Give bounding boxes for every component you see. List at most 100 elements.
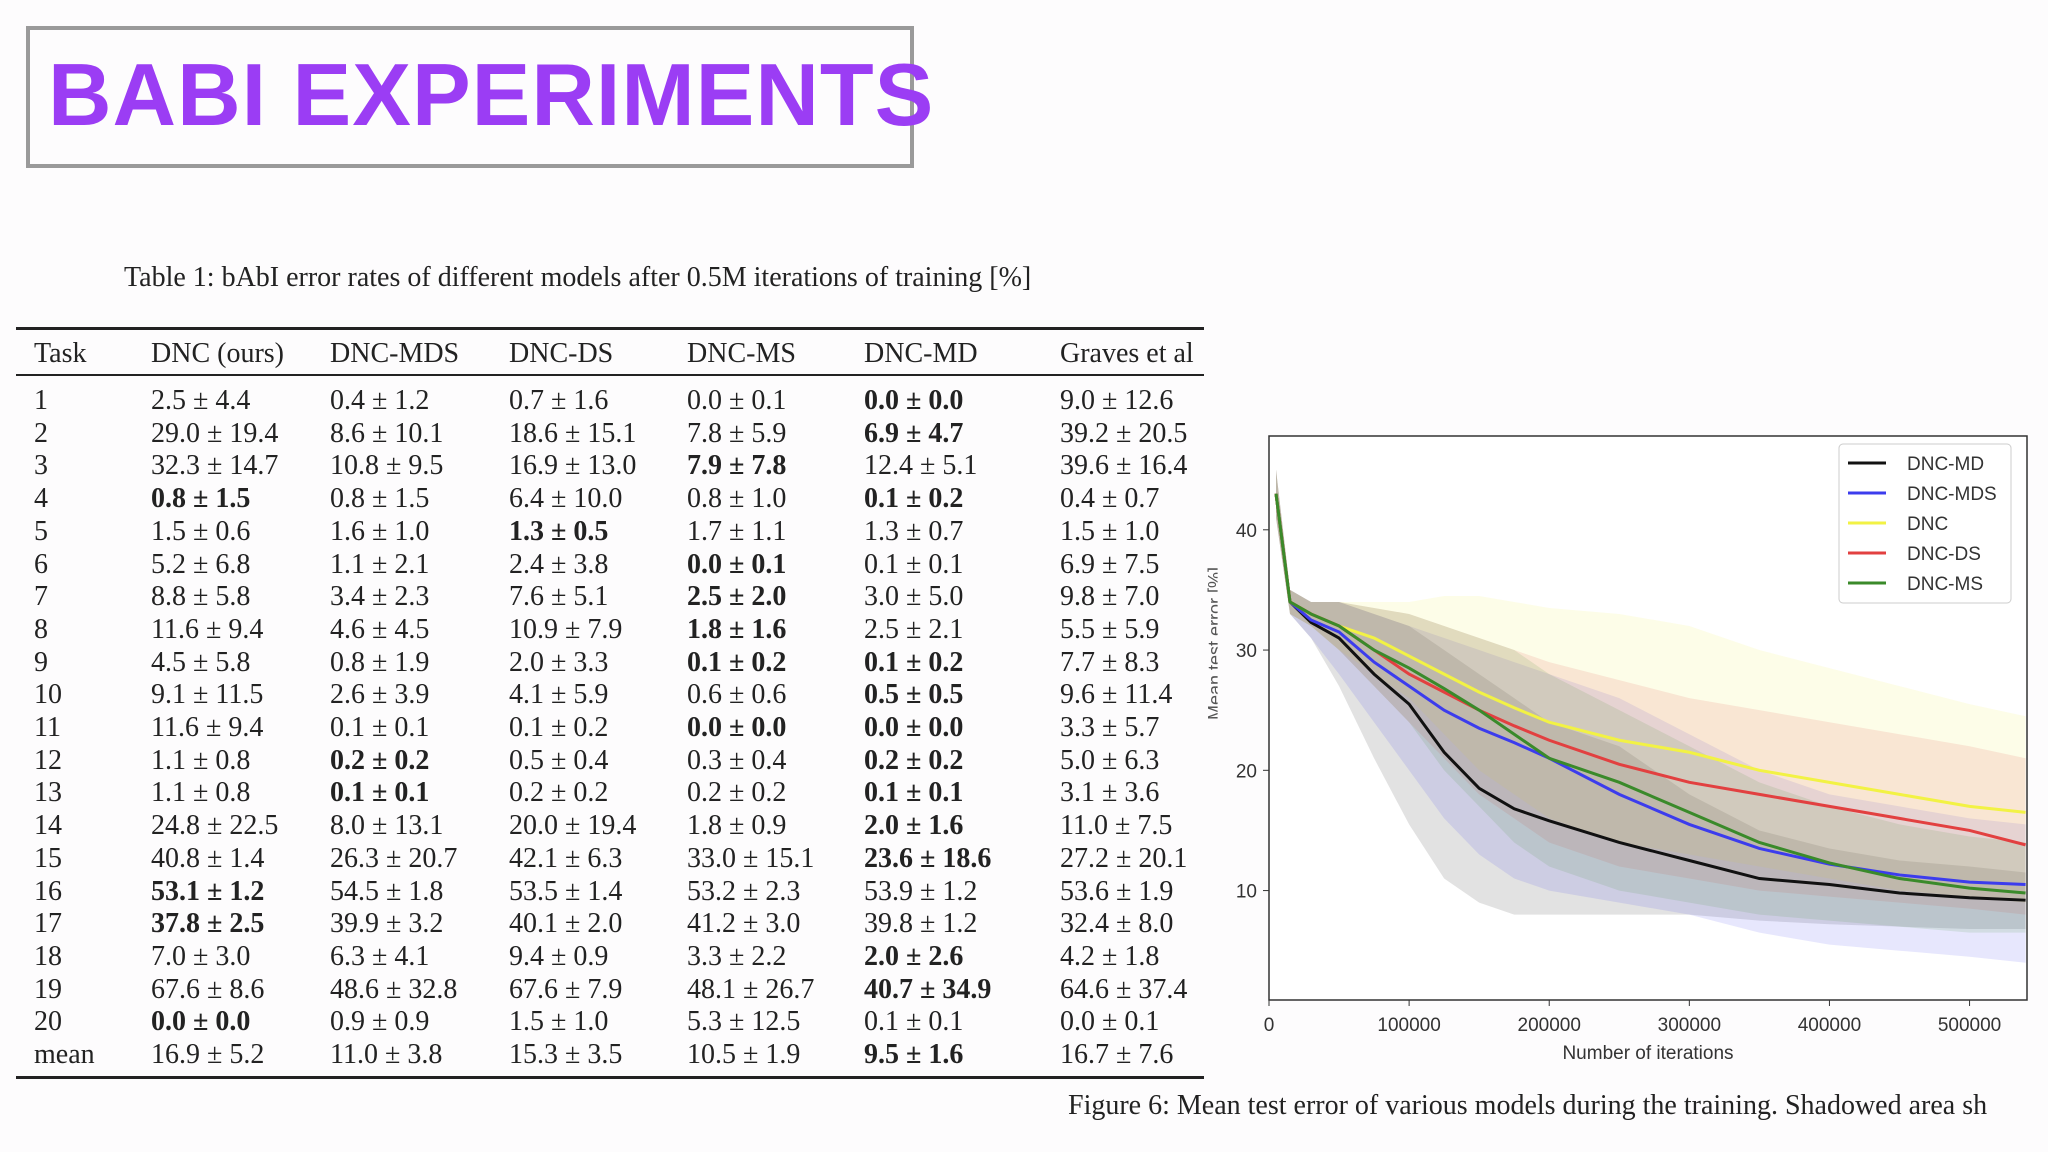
legend-label: DNC-DS — [1907, 544, 1981, 565]
x-axis-label: Number of iterations — [1562, 1043, 1733, 1064]
error-rate-cell: 53.5 ± 1.4 — [509, 875, 623, 907]
error-rate-cell: 39.2 ± 20.5 — [1060, 417, 1188, 449]
error-rate-cell: 0.4 ± 0.7 — [1060, 483, 1160, 515]
error-rate-cell: 16.9 ± 13.0 — [509, 450, 637, 482]
y-tick-label: 40 — [1236, 521, 1257, 542]
table-row: 19 67.6 ± 8.6 48.6 ± 32.8 67.6 ± 7.9 48.1 ± … — [16, 974, 1200, 1007]
x-tick-label: 100000 — [1377, 1015, 1440, 1036]
x-tick-label: 300000 — [1658, 1015, 1721, 1036]
error-rate-cell: 27.2 ± 20.1 — [1060, 842, 1188, 874]
table-row: 13 1.1 ± 0.8 0.1 ± 0.1 0.2 ± 0.2 0.2 ± 0.2 0.… — [16, 777, 1200, 810]
error-rate-cell: 40.7 ± 34.9 — [864, 973, 992, 1005]
error-rate-cell: 11.0 ± 3.8 — [330, 1039, 443, 1071]
error-rate-cell: 0.0 ± 0.1 — [687, 385, 787, 416]
error-rate-cell: 0.8 ± 1.9 — [330, 646, 430, 678]
legend — [1838, 443, 2012, 604]
error-rate-cell: 0.1 ± 0.1 — [864, 548, 964, 580]
error-rate-cell: 3.1 ± 3.6 — [1060, 777, 1160, 809]
error-rate-cell: 0.2 ± 0.2 — [687, 777, 787, 809]
table-header-rule — [16, 374, 1204, 376]
error-rate-cell: 4.1 ± 5.9 — [509, 679, 609, 711]
error-rate-cell: 1.3 ± 0.7 — [864, 515, 964, 547]
table-row: 2 29.0 ± 19.4 8.6 ± 10.1 18.6 ± 15.1 7.8 ± 5… — [16, 418, 1200, 451]
error-rate-cell: 0.2 ± 0.2 — [864, 744, 964, 776]
band-dnc-md — [1276, 469, 2026, 930]
error-rate-cell: 4.5 ± 5.8 — [151, 646, 251, 678]
table-row: 8 11.6 ± 9.4 4.6 ± 4.5 10.9 ± 7.9 1.8 ± 1.6 2… — [16, 614, 1200, 647]
error-rate-cell: 5.5 ± 5.9 — [1060, 613, 1160, 645]
task-cell: 5 — [34, 515, 48, 547]
error-rate-cell: 0.0 ± 0.1 — [687, 548, 787, 580]
error-rate-cell: 39.9 ± 3.2 — [330, 908, 444, 940]
table-row: 14 24.8 ± 22.5 8.0 ± 13.1 20.0 ± 19.4 1.8 ± … — [16, 810, 1200, 843]
error-rate-cell: 2.0 ± 3.3 — [509, 646, 609, 678]
error-rate-cell: 1.1 ± 0.8 — [151, 744, 251, 776]
error-rate-cell: 0.0 ± 0.0 — [864, 712, 964, 744]
error-rate-cell: 11.6 ± 9.4 — [151, 712, 264, 744]
task-cell: 10 — [34, 679, 62, 711]
task-cell: 6 — [34, 548, 48, 580]
x-tick-label: 200000 — [1518, 1015, 1581, 1036]
error-rate-cell: 1.1 ± 0.8 — [151, 777, 251, 809]
column-header: DNC-MDS — [330, 338, 460, 369]
task-cell: 2 — [34, 417, 48, 449]
task-cell: 19 — [34, 973, 62, 1005]
error-rate-cell: 0.5 ± 0.4 — [509, 744, 609, 776]
error-rate-cell: 67.6 ± 8.6 — [151, 973, 265, 1005]
error-rate-cell: 3.3 ± 2.2 — [687, 940, 787, 972]
error-rate-cell: 4.6 ± 4.5 — [330, 613, 430, 645]
error-rate-cell: 0.1 ± 0.2 — [864, 646, 964, 678]
error-rate-cell: 5.0 ± 6.3 — [1060, 744, 1160, 776]
error-rate-cell: 8.6 ± 10.1 — [330, 417, 444, 449]
table-row: 11 11.6 ± 9.4 0.1 ± 0.1 0.1 ± 0.2 0.0 ± 0.0 0… — [16, 712, 1200, 745]
error-rate-cell: 1.6 ± 1.0 — [330, 515, 430, 547]
error-rate-cell: 0.8 ± 1.5 — [151, 483, 251, 515]
table-row: 18 7.0 ± 3.0 6.3 ± 4.1 9.4 ± 0.9 3.3 ± 2.2 2.… — [16, 941, 1200, 974]
error-rate-cell: 10.8 ± 9.5 — [330, 450, 444, 482]
band-dnc-ms — [1276, 469, 2026, 933]
error-rate-cell: 23.6 ± 18.6 — [864, 842, 992, 874]
band-dnc — [1276, 469, 2026, 903]
error-rate-cell: 2.5 ± 2.0 — [687, 581, 787, 613]
error-rate-cell: 67.6 ± 7.9 — [509, 973, 623, 1005]
error-rate-cell: 11.6 ± 9.4 — [151, 613, 264, 645]
column-header: DNC-MS — [687, 338, 796, 369]
error-rate-cell: 7.6 ± 5.1 — [509, 581, 609, 613]
table-row: 12 1.1 ± 0.8 0.2 ± 0.2 0.5 ± 0.4 0.3 ± 0.4 0.… — [16, 745, 1200, 778]
error-rate-cell: 2.0 ± 2.6 — [864, 940, 964, 972]
error-rate-cell: 32.4 ± 8.0 — [1060, 908, 1174, 940]
task-cell: 11 — [34, 712, 61, 744]
error-rate-cell: 3.0 ± 5.0 — [864, 581, 964, 613]
task-cell: 1 — [34, 385, 48, 416]
error-rate-cell: 0.4 ± 1.2 — [330, 385, 430, 416]
error-rate-cell: 0.8 ± 1.0 — [687, 483, 787, 515]
line-dnc-ms — [1274, 493, 2026, 895]
legend-label: DNC-MDS — [1907, 484, 1997, 505]
error-rate-cell: 0.1 ± 0.1 — [330, 712, 430, 744]
error-rate-cell: 1.5 ± 1.0 — [509, 1006, 609, 1038]
task-cell: 3 — [34, 450, 48, 482]
error-rate-cell: 8.0 ± 13.1 — [330, 810, 444, 842]
error-rate-cell: 0.8 ± 1.5 — [330, 483, 430, 515]
column-header: DNC-DS — [509, 338, 614, 369]
error-rate-cell: 48.1 ± 26.7 — [687, 973, 815, 1005]
table-caption: Table 1: bAbI error rates of different m… — [124, 262, 1032, 293]
column-header: DNC (ours) — [151, 338, 284, 369]
error-rate-cell: 26.3 ± 20.7 — [330, 842, 458, 874]
error-rate-cell: 9.1 ± 11.5 — [151, 679, 264, 711]
error-rate-cell: 12.4 ± 5.1 — [864, 450, 978, 482]
table-row: 17 37.8 ± 2.5 39.9 ± 3.2 40.1 ± 2.0 41.2 ± 3… — [16, 908, 1200, 941]
error-rate-cell: 41.2 ± 3.0 — [687, 908, 801, 940]
error-rate-cell: 0.5 ± 0.5 — [864, 679, 964, 711]
task-cell: 16 — [34, 875, 62, 907]
error-rate-cell: 48.6 ± 32.8 — [330, 973, 458, 1005]
error-rate-cell: 10.5 ± 1.9 — [687, 1039, 801, 1071]
table-row: 6 5.2 ± 6.8 1.1 ± 2.1 2.4 ± 3.8 0.0 ± 0.1 0.1… — [16, 549, 1200, 582]
error-rate-cell: 33.0 ± 15.1 — [687, 842, 815, 874]
table-row: 10 9.1 ± 11.5 2.6 ± 3.9 4.1 ± 5.9 0.6 ± 0.6 0… — [16, 679, 1200, 712]
x-tick-label: 400000 — [1798, 1015, 1861, 1036]
error-rate-cell: 0.1 ± 0.2 — [687, 646, 787, 678]
error-rate-cell: 9.4 ± 0.9 — [509, 940, 609, 972]
table-row: mean 16.9 ± 5.2 11.0 ± 3.8 15.3 ± 3.5 10.5 ±… — [16, 1039, 1200, 1072]
legend-label: DNC — [1907, 514, 1948, 535]
